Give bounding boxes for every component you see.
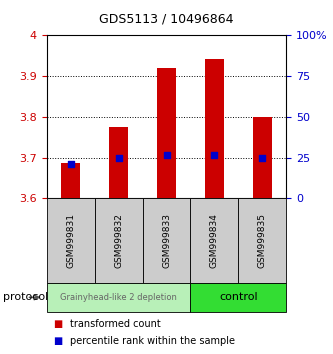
Text: control: control [219,292,258,302]
Text: GSM999833: GSM999833 [162,213,171,268]
Text: GSM999835: GSM999835 [258,213,267,268]
Text: ■: ■ [53,319,63,329]
Text: GDS5113 / 10496864: GDS5113 / 10496864 [99,12,234,25]
Text: protocol: protocol [3,292,49,302]
Text: percentile rank within the sample: percentile rank within the sample [70,336,235,346]
Bar [253,117,272,198]
Text: ■: ■ [53,336,63,346]
Point [260,155,265,160]
Point [68,161,73,166]
Bar [157,68,176,198]
Point [212,153,217,158]
Bar [205,59,224,198]
Text: GSM999831: GSM999831 [66,213,75,268]
Text: GSM999832: GSM999832 [114,213,123,268]
Point [116,155,121,160]
Text: transformed count: transformed count [70,319,161,329]
Bar [109,127,128,198]
Text: Grainyhead-like 2 depletion: Grainyhead-like 2 depletion [60,293,177,302]
Point [164,153,169,158]
Bar [61,163,80,198]
Text: GSM999834: GSM999834 [210,213,219,268]
